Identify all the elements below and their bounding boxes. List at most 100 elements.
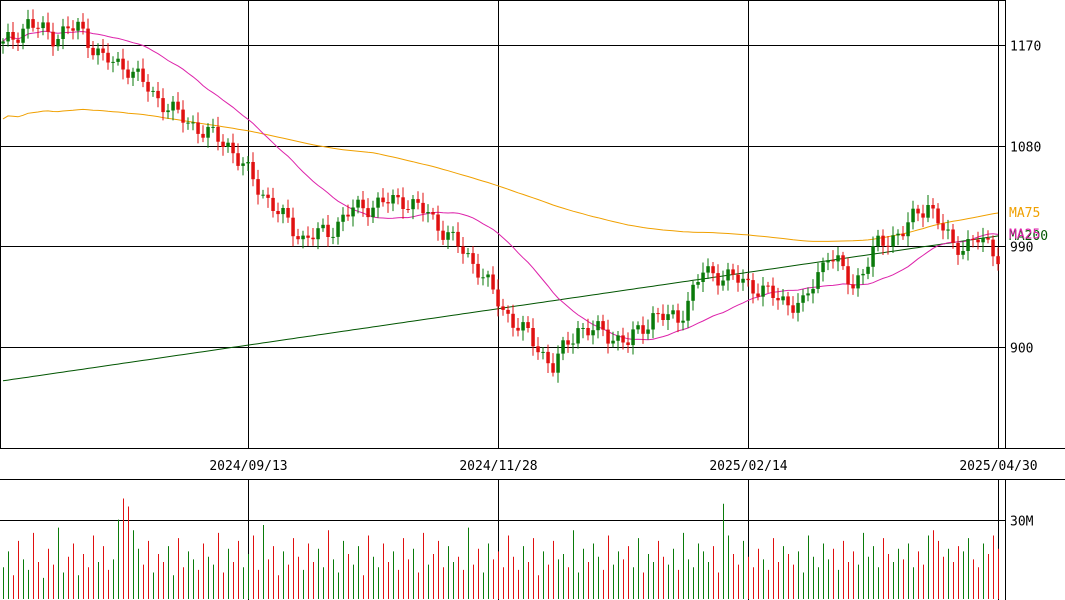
candle-body [361,199,365,209]
candle-body [726,269,730,281]
candle-body [316,228,320,240]
candle-body [846,266,850,285]
candle-body [211,126,215,128]
candle-body [486,274,490,278]
candle-body [686,300,690,321]
candle-body [631,329,635,346]
candle-body [996,256,1000,265]
candle-body [231,142,235,154]
price-tick-label: 990 [1010,241,1033,256]
candle-body [746,278,750,281]
candle-body [191,122,195,124]
candle-body [586,328,590,336]
candle-body [981,238,985,243]
candle-body [651,313,655,330]
candle-body [906,222,910,237]
candle-body [501,306,505,310]
candle-body [6,32,10,42]
candle-body [116,58,120,62]
candle-body [851,284,855,289]
candle-body [26,19,30,29]
volume-tick-label: 30M [1010,515,1034,530]
ma75-line [2,108,999,242]
candle-body [286,208,290,218]
candle-body [966,239,970,251]
candle-body [146,81,150,92]
candle-body [991,239,995,257]
candle-body [381,197,385,203]
candle-body [646,329,650,334]
candle-body [891,235,895,247]
candle-body [986,238,990,240]
candle-body [181,109,185,123]
price-tick-label: 1170 [1010,40,1041,55]
candle-body [176,101,180,110]
candle-body [446,232,450,240]
candle-body [841,255,845,267]
candle-body [141,68,145,82]
candle-body [601,321,605,330]
candle-body [256,179,260,195]
candle-body [636,325,640,330]
candle-body [761,285,765,297]
candle-body [556,353,560,373]
candle-body [741,278,745,283]
candle-body [946,229,950,231]
candle-body [571,343,575,345]
candle-body [41,22,45,29]
candle-body [136,68,140,72]
candle-body [331,236,335,238]
candle-body [811,288,815,294]
candle-body [521,322,525,331]
candle-body [106,52,110,63]
price-grid [0,0,1065,449]
candle-body [916,208,920,214]
candle-body [126,69,130,78]
candle-body [546,351,550,364]
candle-body [661,313,665,320]
candle-body [426,212,430,214]
candle-body [681,320,685,323]
candle-body [866,266,870,274]
candle-body [791,305,795,313]
candle-body [441,230,445,240]
candle-body [76,21,80,31]
candle-body [56,39,60,47]
candle-body [281,208,285,215]
candle-body [816,272,820,289]
candle-body [491,274,495,290]
candle-body [461,246,465,254]
candle-body [16,39,20,43]
candle-body [731,269,735,275]
candle-body [786,296,790,306]
candle-body [591,330,595,336]
candle-body [876,235,880,247]
candle-body [471,253,475,264]
candle-body [221,141,225,147]
candle-body [406,209,410,210]
candle-body [706,266,710,273]
candle-body [921,213,925,218]
candle-body [201,133,205,138]
candle-body [721,280,725,286]
candle-body [151,90,155,92]
candle-body [626,342,630,345]
candle-body [216,126,220,142]
candle-body [311,237,315,240]
candle-body [366,208,370,218]
candle-body [476,263,480,278]
candle-body [346,214,350,217]
price-tick-label: 900 [1010,342,1033,357]
candle-body [691,284,695,301]
candle-body [306,235,310,238]
candle-body [401,197,405,209]
candle-body [31,19,35,28]
candle-body [696,282,700,285]
candle-body [941,223,945,231]
candle-body [456,231,460,247]
candle-body [111,61,115,63]
candle-body [901,233,905,237]
candle-body [641,325,645,334]
candle-body [871,246,875,267]
candle-body [66,26,70,29]
